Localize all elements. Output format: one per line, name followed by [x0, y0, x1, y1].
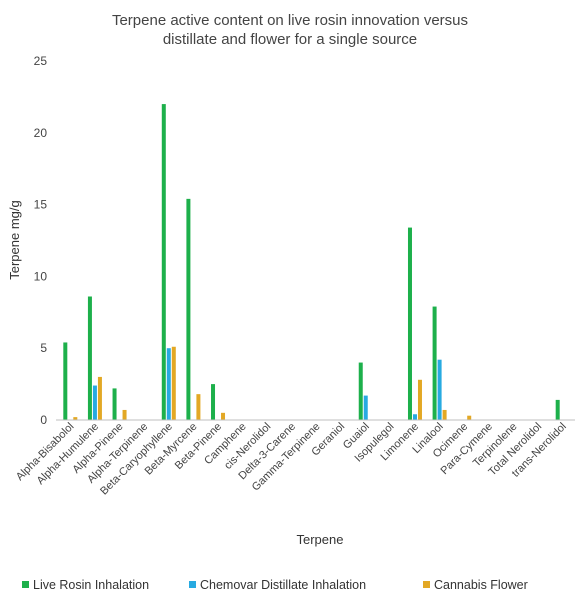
bar	[112, 388, 117, 420]
legend: Live Rosin Inhalation Chemovar Distillate…	[22, 578, 528, 592]
bar	[161, 104, 166, 420]
legend-swatch	[189, 581, 196, 588]
legend-label: Chemovar Distillate Inhalation	[200, 578, 366, 592]
x-axis-category-labels: Alpha-BisabololAlpha-HumuleneAlpha-Pinen…	[14, 421, 569, 498]
legend-label: Cannabis Flower	[434, 578, 528, 592]
y-axis-ticks: 0 5 10 15 20 25	[34, 54, 48, 427]
legend-swatch	[22, 581, 29, 588]
bar	[407, 227, 412, 420]
bar	[442, 409, 447, 420]
bar	[63, 342, 68, 420]
bar	[437, 359, 442, 420]
chart-title-line-1: Terpene active content on live rosin inn…	[112, 12, 468, 29]
y-axis-title: Terpene mg/g	[7, 200, 22, 280]
bar	[166, 348, 171, 420]
x-axis-title: Terpene	[297, 532, 344, 547]
bar	[97, 376, 102, 420]
y-tick-label: 10	[34, 269, 48, 283]
chart-title-line-2: distillate and flower for a single sourc…	[163, 31, 417, 48]
bar	[196, 394, 201, 420]
bar	[171, 346, 176, 420]
bar	[186, 198, 191, 420]
bar	[417, 379, 422, 420]
y-tick-label: 25	[34, 54, 48, 68]
legend-swatch	[423, 581, 430, 588]
bar	[363, 395, 368, 420]
bar	[432, 306, 437, 420]
bar	[73, 417, 78, 420]
bar	[221, 412, 226, 420]
bar	[555, 399, 560, 420]
bar	[358, 362, 363, 420]
bars	[63, 104, 560, 420]
bar	[87, 296, 92, 420]
bar	[211, 384, 216, 420]
y-tick-label: 5	[40, 341, 47, 355]
y-tick-label: 15	[34, 198, 48, 212]
bar	[412, 414, 417, 420]
y-tick-label: 20	[34, 126, 48, 140]
legend-label: Live Rosin Inhalation	[33, 578, 149, 592]
bar	[122, 409, 127, 420]
bar	[92, 385, 97, 420]
bar	[467, 415, 472, 420]
y-tick-label: 0	[40, 413, 47, 427]
